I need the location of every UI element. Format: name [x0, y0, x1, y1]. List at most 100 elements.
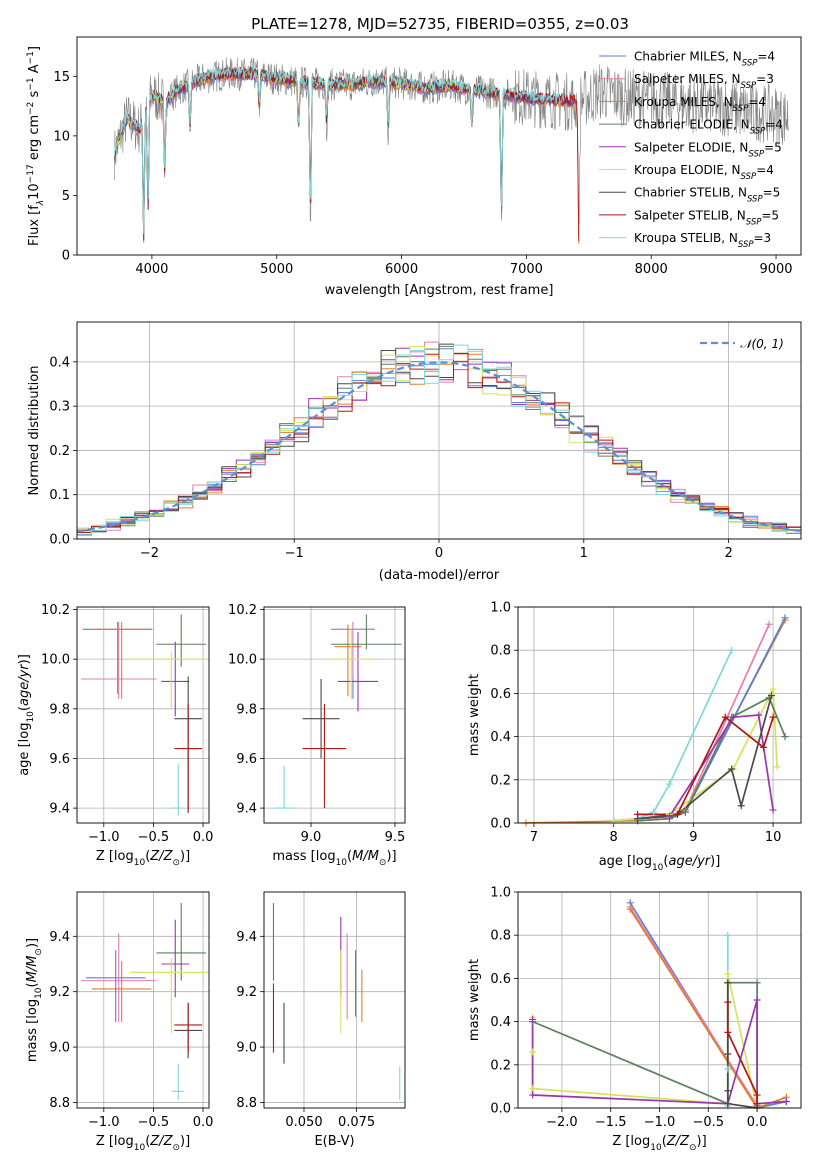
axes-frame — [76, 891, 210, 1109]
x-tick-label: 5000 — [260, 262, 293, 277]
label-part: )] — [180, 1134, 190, 1149]
label-part: Flux [f — [27, 205, 42, 246]
weight-marker — [681, 808, 689, 816]
axes-frame — [517, 606, 802, 824]
weight-line-0 — [613, 649, 733, 822]
x-tick-label: −1.0 — [88, 1115, 120, 1130]
y-tick-label: 5 — [62, 189, 70, 204]
weight-marker — [529, 1085, 537, 1093]
x-tick-label: 1 — [580, 546, 588, 561]
legend-name: Chabrier MILES, N — [634, 50, 742, 64]
y-axis-label: mass [log10(M/M⊙)] — [25, 938, 44, 1062]
label-part: 10 — [27, 183, 42, 200]
legend-name: Salpeter MILES, N — [634, 72, 741, 86]
legend-label: Salpeter MILES, NSSP=3 — [634, 72, 774, 91]
y-axis-label: mass weight — [467, 959, 482, 1041]
weight-marker — [724, 970, 732, 978]
legend-eq: =4 — [756, 163, 774, 177]
y-tick-label: 9.6 — [236, 752, 257, 767]
legend-eq: =5 — [763, 186, 781, 200]
label-part: 10 — [134, 1143, 146, 1153]
y-tick-label: 10.0 — [228, 653, 257, 668]
label-part: ( — [25, 982, 40, 987]
panel-mass-vs-Z: −1.0 −0.5 0.08.89.09.29.4Z [log10(Z/Z⊙)]ma… — [25, 891, 213, 1153]
residual-histogram-8 — [77, 344, 801, 535]
y-tick-label: 9.8 — [236, 702, 257, 717]
model-spectrum-1 — [113, 69, 546, 241]
label-part: age/yr — [17, 663, 32, 706]
weight-line-6 — [531, 999, 787, 1105]
legend-name: Chabrier STELIB, N — [634, 186, 747, 200]
weight-marker — [769, 685, 777, 693]
plot-area — [80, 903, 209, 1100]
label-part: Z/Z — [149, 849, 173, 864]
y-tick-label: 9.4 — [236, 802, 257, 817]
legend-sub: SSP — [741, 172, 757, 182]
x-tick-label: 2 — [724, 546, 732, 561]
weight-line-8 — [726, 1002, 758, 1104]
weight-marker — [673, 810, 681, 818]
x-axis-label: mass [log10(M/M⊙)] — [272, 849, 396, 868]
legend-sub: SSP — [748, 149, 764, 159]
x-axis-label: Z [log10(Z/Z⊙)] — [612, 1134, 706, 1153]
label-part: Z [log — [96, 1134, 134, 1149]
label-part: ( — [662, 1134, 667, 1149]
x-tick-label: −0.5 — [693, 1115, 725, 1130]
axes-frame — [76, 606, 210, 824]
weight-marker — [765, 620, 773, 628]
panel-spectrum: 4000 5000 6000 7000 8000 9000 0 5 10 15 wavelength… — [26, 36, 802, 298]
label-part: Z/Z — [666, 1134, 690, 1149]
weight-marker — [773, 763, 781, 771]
weight-marker — [634, 810, 642, 818]
x-tick-label: 10 — [765, 830, 782, 845]
weight-marker — [724, 1050, 732, 1058]
weight-line-5 — [637, 696, 786, 822]
weight-marker — [529, 1048, 537, 1056]
label-part: age [log — [599, 854, 652, 869]
label-part: ( — [663, 854, 668, 869]
weight-marker — [665, 780, 673, 788]
axes-frame — [263, 891, 406, 1109]
panel-mass-weight-vs-Z: −2.0 −1.5 −1.0 −0.5 0.0 0.0 0.2 0.4 0.6 0.8 1.0 mas… — [467, 886, 802, 1153]
x-tick-label: 0.0 — [193, 830, 214, 845]
plot-area — [272, 903, 401, 1100]
x-tick-label: −2 — [140, 546, 159, 561]
label-part: E(B-V) — [314, 1134, 354, 1149]
y-tick-label: 0.2 — [49, 444, 70, 459]
x-tick-label: 0.050 — [285, 1115, 322, 1130]
x-axis-label: E(B-V) — [314, 1134, 354, 1149]
y-tick-label: 10.2 — [41, 603, 70, 618]
y-tick-label: 0.2 — [490, 1058, 511, 1073]
x-tick-label: 9.5 — [385, 830, 406, 845]
weight-line-2 — [629, 906, 758, 1107]
weight-line-4 — [613, 685, 778, 822]
y-tick-label: 0.8 — [490, 929, 511, 944]
legend-label: Chabrier STELIB, NSSP=5 — [634, 186, 780, 205]
label-part: )] — [386, 849, 396, 864]
label-part: M/M — [25, 956, 40, 983]
label-part: wavelength [Angstrom, rest frame] — [325, 283, 554, 298]
y-tick-label: 9.2 — [49, 985, 70, 1000]
legend-label: Kroupa STELIB, NSSP=3 — [634, 231, 771, 250]
plot-area — [113, 57, 789, 244]
y-tick-label: 8.8 — [49, 1096, 70, 1111]
label-part: 10 — [650, 1143, 662, 1153]
y-tick-label: 8.8 — [236, 1096, 257, 1111]
axes-frame — [263, 606, 406, 824]
label-part: 10 — [336, 858, 348, 868]
x-tick-label: 6000 — [385, 262, 418, 277]
label-part: −17 — [26, 164, 36, 183]
label-part: )] — [17, 654, 32, 664]
axes-frame — [76, 36, 802, 256]
y-tick-label: 0.4 — [490, 1015, 511, 1030]
weight-marker — [724, 1100, 732, 1108]
label-part: 10 — [26, 711, 36, 723]
label-part: )] — [710, 854, 720, 869]
legend-name: Salpeter STELIB, N — [634, 208, 746, 222]
label-part: ( — [17, 706, 32, 711]
legend-label: 𝒩(0, 1) — [740, 337, 784, 351]
gaussian-curve — [77, 361, 801, 533]
label-part: ] — [27, 46, 42, 51]
legend-eq: =5 — [761, 208, 779, 222]
y-axis-label: age [log10(age/yr)] — [17, 654, 36, 776]
